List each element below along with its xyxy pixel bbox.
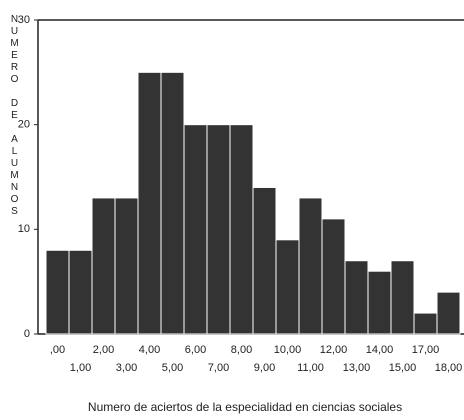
x-tick-label: 12,00 bbox=[320, 344, 348, 356]
x-tick-label: 7,00 bbox=[208, 362, 229, 374]
bar bbox=[68, 249, 93, 335]
bar bbox=[137, 71, 162, 335]
bar bbox=[183, 124, 208, 335]
bar bbox=[45, 249, 70, 335]
y-axis-title: NUMERO DE ALUMNOS bbox=[9, 14, 20, 218]
x-axis-title: Numero de aciertos de la especialidad en… bbox=[88, 400, 402, 414]
x-tick-label: 4,00 bbox=[139, 344, 160, 356]
x-tick-label: 13,00 bbox=[343, 362, 371, 374]
bar bbox=[367, 270, 392, 335]
x-tick-label: 14,00 bbox=[366, 344, 394, 356]
x-tick-label: 18,00 bbox=[435, 362, 463, 374]
bar bbox=[160, 71, 185, 335]
x-tick-label: 1,00 bbox=[70, 362, 91, 374]
bar bbox=[413, 312, 438, 335]
x-tick-label: 11,00 bbox=[297, 362, 324, 374]
y-tick-label: 30 bbox=[18, 14, 30, 26]
y-tick-label: 10 bbox=[18, 223, 30, 235]
x-tick-label: 2,00 bbox=[93, 344, 114, 356]
x-tick-label: 10,00 bbox=[274, 344, 302, 356]
bar bbox=[206, 124, 231, 335]
x-tick-label: 15,00 bbox=[389, 362, 417, 374]
bar bbox=[275, 239, 300, 335]
bar bbox=[114, 197, 139, 335]
x-tick-label: ,00 bbox=[50, 344, 65, 356]
bar bbox=[298, 197, 323, 335]
bar bbox=[344, 260, 369, 335]
x-tick-label: 5,00 bbox=[162, 362, 183, 374]
bar bbox=[321, 218, 346, 335]
bar bbox=[91, 197, 116, 335]
bar bbox=[390, 260, 415, 335]
x-tick-label: 6,00 bbox=[185, 344, 206, 356]
x-tick-label: 9,00 bbox=[254, 362, 275, 374]
bar bbox=[229, 124, 254, 335]
y-tick-label: 0 bbox=[24, 328, 30, 340]
x-tick-label: 3,00 bbox=[116, 362, 137, 374]
bar bbox=[436, 291, 461, 335]
bar bbox=[252, 186, 277, 335]
y-tick-label: 20 bbox=[18, 119, 30, 131]
x-tick-label: 17,00 bbox=[412, 344, 440, 356]
x-tick-label: 8,00 bbox=[231, 344, 252, 356]
